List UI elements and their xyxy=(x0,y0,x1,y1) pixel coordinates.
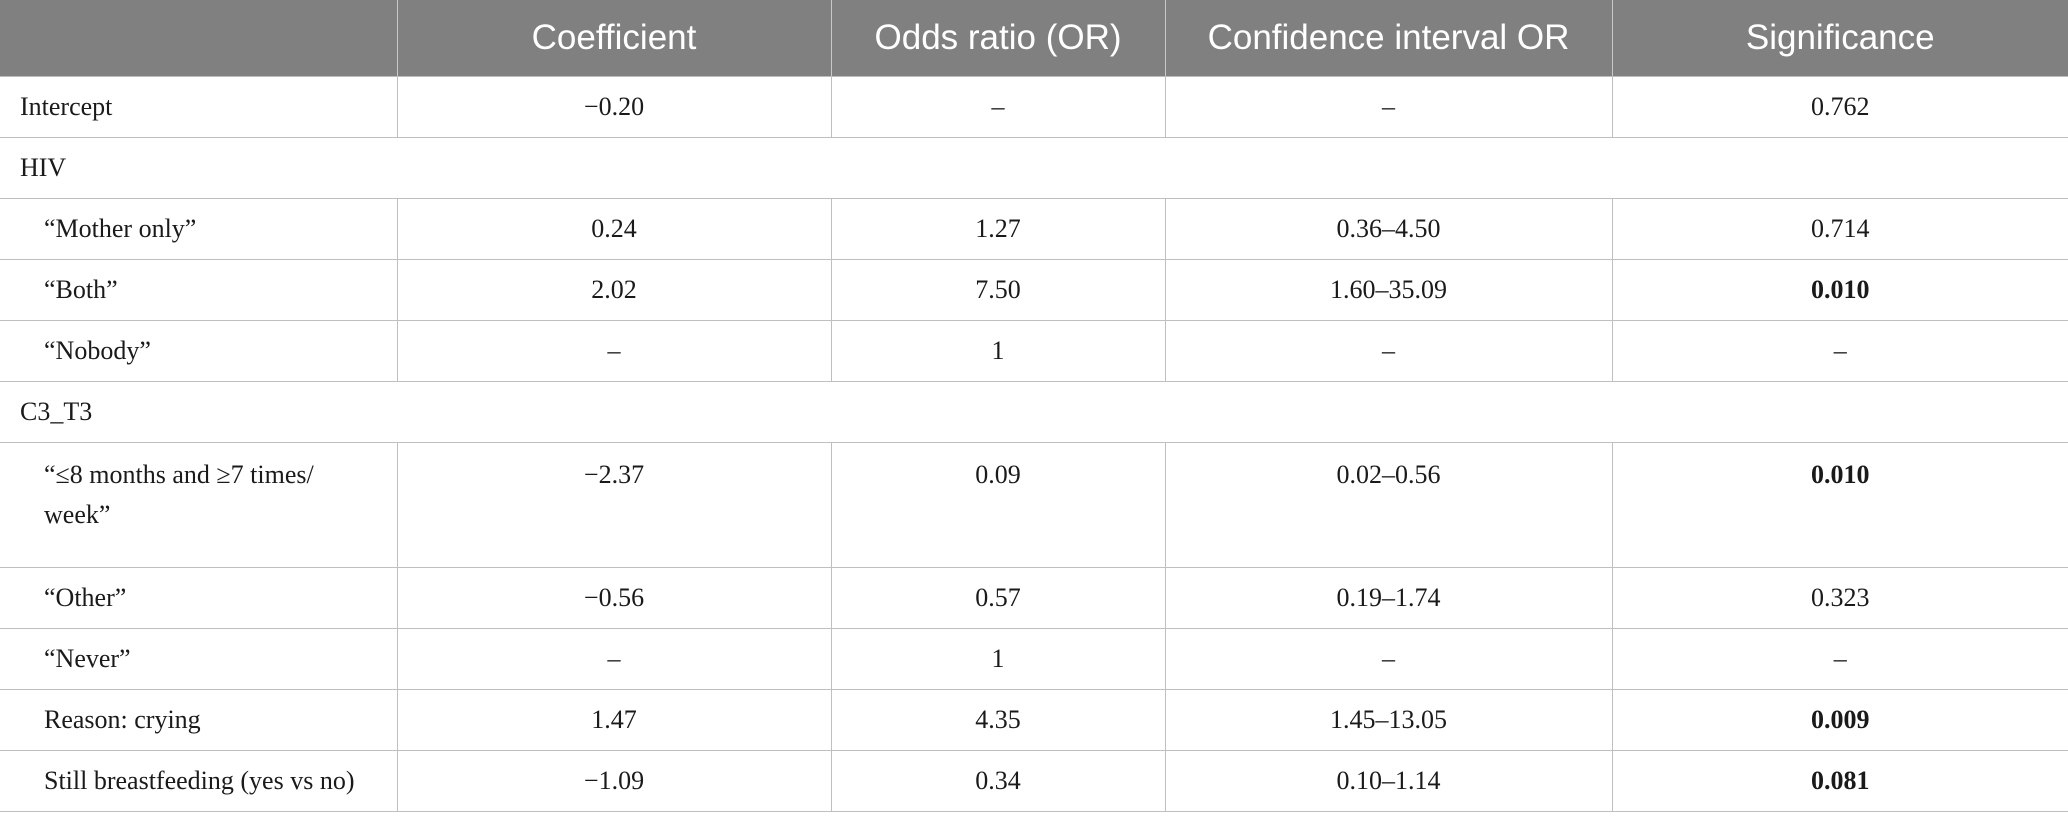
group-label: HIV xyxy=(0,137,2068,199)
table-row: “Mother only” 0.24 1.27 0.36–4.50 0.714 xyxy=(0,198,2068,260)
row-label: “Mother only” xyxy=(0,198,398,260)
coefficient-cell: −0.56 xyxy=(397,567,832,629)
significance-cell: 0.714 xyxy=(1612,198,2068,260)
ci-cell: – xyxy=(1165,320,1613,382)
significance-cell: 0.009 xyxy=(1612,689,2068,751)
odds-ratio-cell: 1 xyxy=(831,628,1166,690)
significance-cell: – xyxy=(1612,320,2068,382)
table-row: “≤8 months and ≥7 times/ week” −2.37 0.0… xyxy=(0,442,2068,568)
row-label: “Nobody” xyxy=(0,320,398,382)
ci-cell: 0.10–1.14 xyxy=(1165,750,1613,812)
significance-cell: 0.010 xyxy=(1612,442,2068,568)
significance-cell: 0.323 xyxy=(1612,567,2068,629)
odds-ratio-cell: – xyxy=(831,76,1166,138)
coefficient-cell: – xyxy=(397,320,832,382)
header-odds-ratio: Odds ratio (OR) xyxy=(831,0,1166,77)
ci-cell: 1.45–13.05 xyxy=(1165,689,1613,751)
header-confidence-interval: Confidence interval OR xyxy=(1165,0,1613,77)
coefficient-cell: 2.02 xyxy=(397,259,832,321)
ci-cell: 0.36–4.50 xyxy=(1165,198,1613,260)
header-coefficient: Coefficient xyxy=(397,0,832,77)
odds-ratio-cell: 4.35 xyxy=(831,689,1166,751)
ci-cell: 1.60–35.09 xyxy=(1165,259,1613,321)
significance-cell: 0.010 xyxy=(1612,259,2068,321)
group-label: C3_T3 xyxy=(0,381,2068,443)
significance-cell: 0.081 xyxy=(1612,750,2068,812)
header-row: Coefficient Odds ratio (OR) Confidence i… xyxy=(0,0,2068,77)
odds-ratio-cell: 0.09 xyxy=(831,442,1166,568)
header-significance: Significance xyxy=(1612,0,2068,77)
row-label: “≤8 months and ≥7 times/ week” xyxy=(0,442,398,568)
row-label: “Other” xyxy=(0,567,398,629)
coefficient-cell: – xyxy=(397,628,832,690)
row-label: Intercept xyxy=(0,76,398,138)
group-row: C3_T3 xyxy=(0,381,2068,443)
ci-cell: 0.19–1.74 xyxy=(1165,567,1613,629)
ci-cell: – xyxy=(1165,628,1613,690)
header-variable xyxy=(0,0,398,77)
ci-cell: 0.02–0.56 xyxy=(1165,442,1613,568)
table-row: Intercept −0.20 – – 0.762 xyxy=(0,76,2068,138)
table-row: Reason: crying 1.47 4.35 1.45–13.05 0.00… xyxy=(0,689,2068,751)
row-label: Reason: crying xyxy=(0,689,398,751)
significance-cell: – xyxy=(1612,628,2068,690)
row-label: Still breastfeeding (yes vs no) xyxy=(0,750,398,812)
table-row: “Both” 2.02 7.50 1.60–35.09 0.010 xyxy=(0,259,2068,321)
coefficient-cell: −2.37 xyxy=(397,442,832,568)
table-row: “Other” −0.56 0.57 0.19–1.74 0.323 xyxy=(0,567,2068,629)
odds-ratio-cell: 1.27 xyxy=(831,198,1166,260)
row-label: “Never” xyxy=(0,628,398,690)
table-row: “Never” – 1 – – xyxy=(0,628,2068,690)
row-label: “Both” xyxy=(0,259,398,321)
odds-ratio-cell: 0.34 xyxy=(831,750,1166,812)
coefficient-cell: 0.24 xyxy=(397,198,832,260)
significance-cell: 0.762 xyxy=(1612,76,2068,138)
coefficient-cell: 1.47 xyxy=(397,689,832,751)
table-row: “Nobody” – 1 – – xyxy=(0,320,2068,382)
odds-ratio-cell: 0.57 xyxy=(831,567,1166,629)
ci-cell: – xyxy=(1165,76,1613,138)
odds-ratio-cell: 7.50 xyxy=(831,259,1166,321)
coefficient-cell: −0.20 xyxy=(397,76,832,138)
odds-ratio-cell: 1 xyxy=(831,320,1166,382)
table-row: Still breastfeeding (yes vs no) −1.09 0.… xyxy=(0,750,2068,812)
coefficient-cell: −1.09 xyxy=(397,750,832,812)
group-row: HIV xyxy=(0,137,2068,199)
